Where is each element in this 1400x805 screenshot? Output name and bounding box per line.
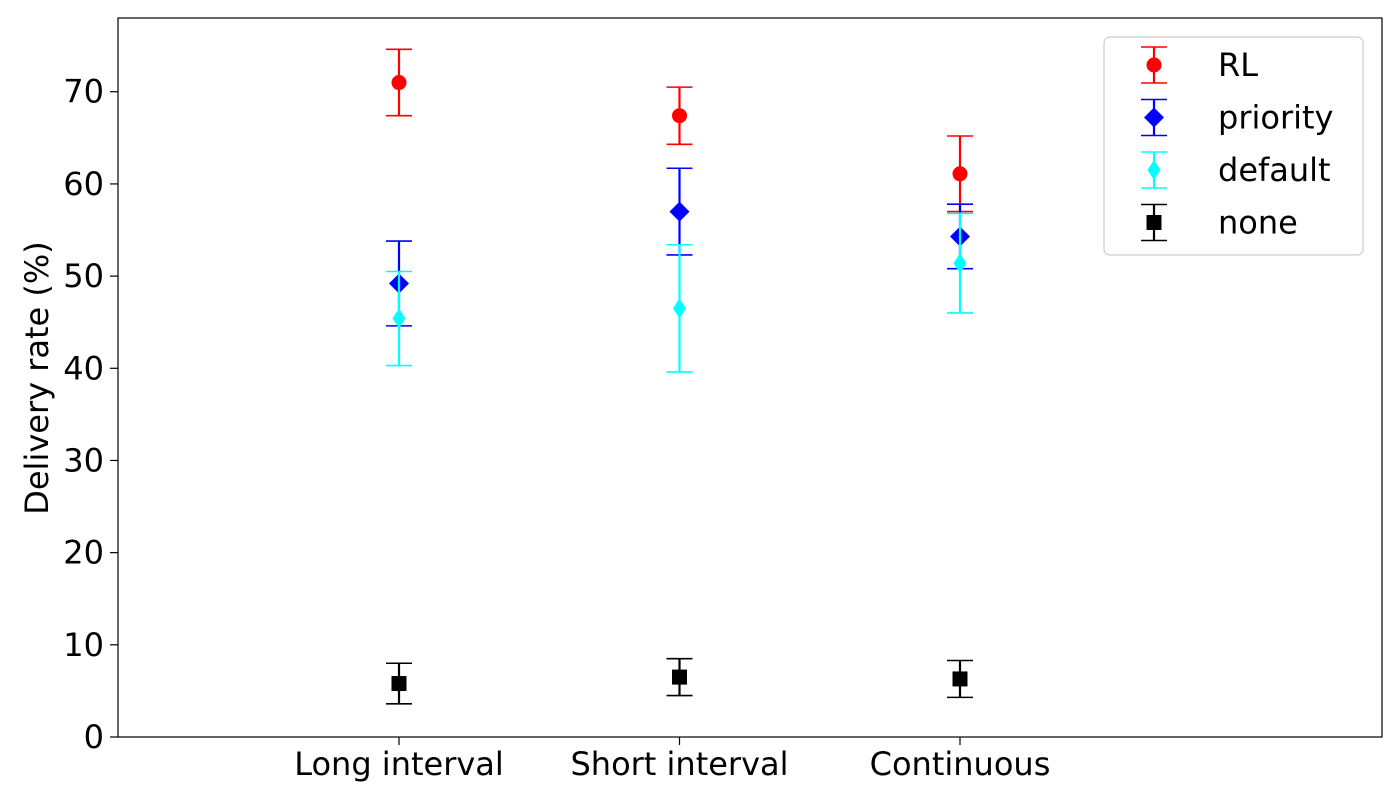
y-tick-label: 50 <box>63 257 104 295</box>
legend-box <box>1103 36 1364 256</box>
series-none <box>386 657 973 705</box>
data-point <box>391 75 407 91</box>
series-RL <box>386 48 973 213</box>
legend: RL priority default none <box>1103 36 1364 256</box>
y-tick-label: 10 <box>63 626 104 664</box>
plot-area: 0 10 20 30 40 50 60 70 Long interval Short interv… <box>63 17 1383 783</box>
data-point <box>673 298 686 319</box>
x-tick-label: Short interval <box>570 745 788 783</box>
legend-item-priority: priority <box>1141 99 1333 137</box>
legend-item-none: none <box>1141 204 1298 242</box>
legend-item-RL: RL <box>1141 46 1258 84</box>
y-tick-label: 60 <box>63 165 104 203</box>
legend-item-default: default <box>1141 151 1331 189</box>
plot-frame <box>117 17 1383 738</box>
y-tick-label: 0 <box>84 718 104 756</box>
x-tick-label: Long interval <box>294 745 504 783</box>
y-tick-label: 40 <box>63 349 104 387</box>
legend-marker <box>1144 107 1164 128</box>
legend-marker <box>1147 160 1161 180</box>
data-point <box>672 108 687 124</box>
data-point <box>669 201 690 222</box>
legend-label: none <box>1218 204 1298 242</box>
legend-label: default <box>1218 151 1331 189</box>
data-point <box>672 669 687 685</box>
data-point <box>392 308 406 329</box>
legend-label: priority <box>1218 99 1333 137</box>
legend-marker <box>1146 215 1162 230</box>
y-axis-label: Delivery rate (%) <box>18 241 56 515</box>
y-tick-label: 70 <box>63 73 104 111</box>
y-tick-label: 30 <box>63 441 104 479</box>
data-point <box>953 253 967 274</box>
y-tick-label: 20 <box>63 534 104 572</box>
legend-label: RL <box>1218 46 1258 84</box>
legend-marker <box>1146 57 1162 73</box>
data-point <box>391 676 407 692</box>
series-default <box>386 212 973 373</box>
data-point <box>952 671 968 687</box>
data-point <box>952 166 968 182</box>
x-tick-label: Continuous <box>870 745 1051 783</box>
